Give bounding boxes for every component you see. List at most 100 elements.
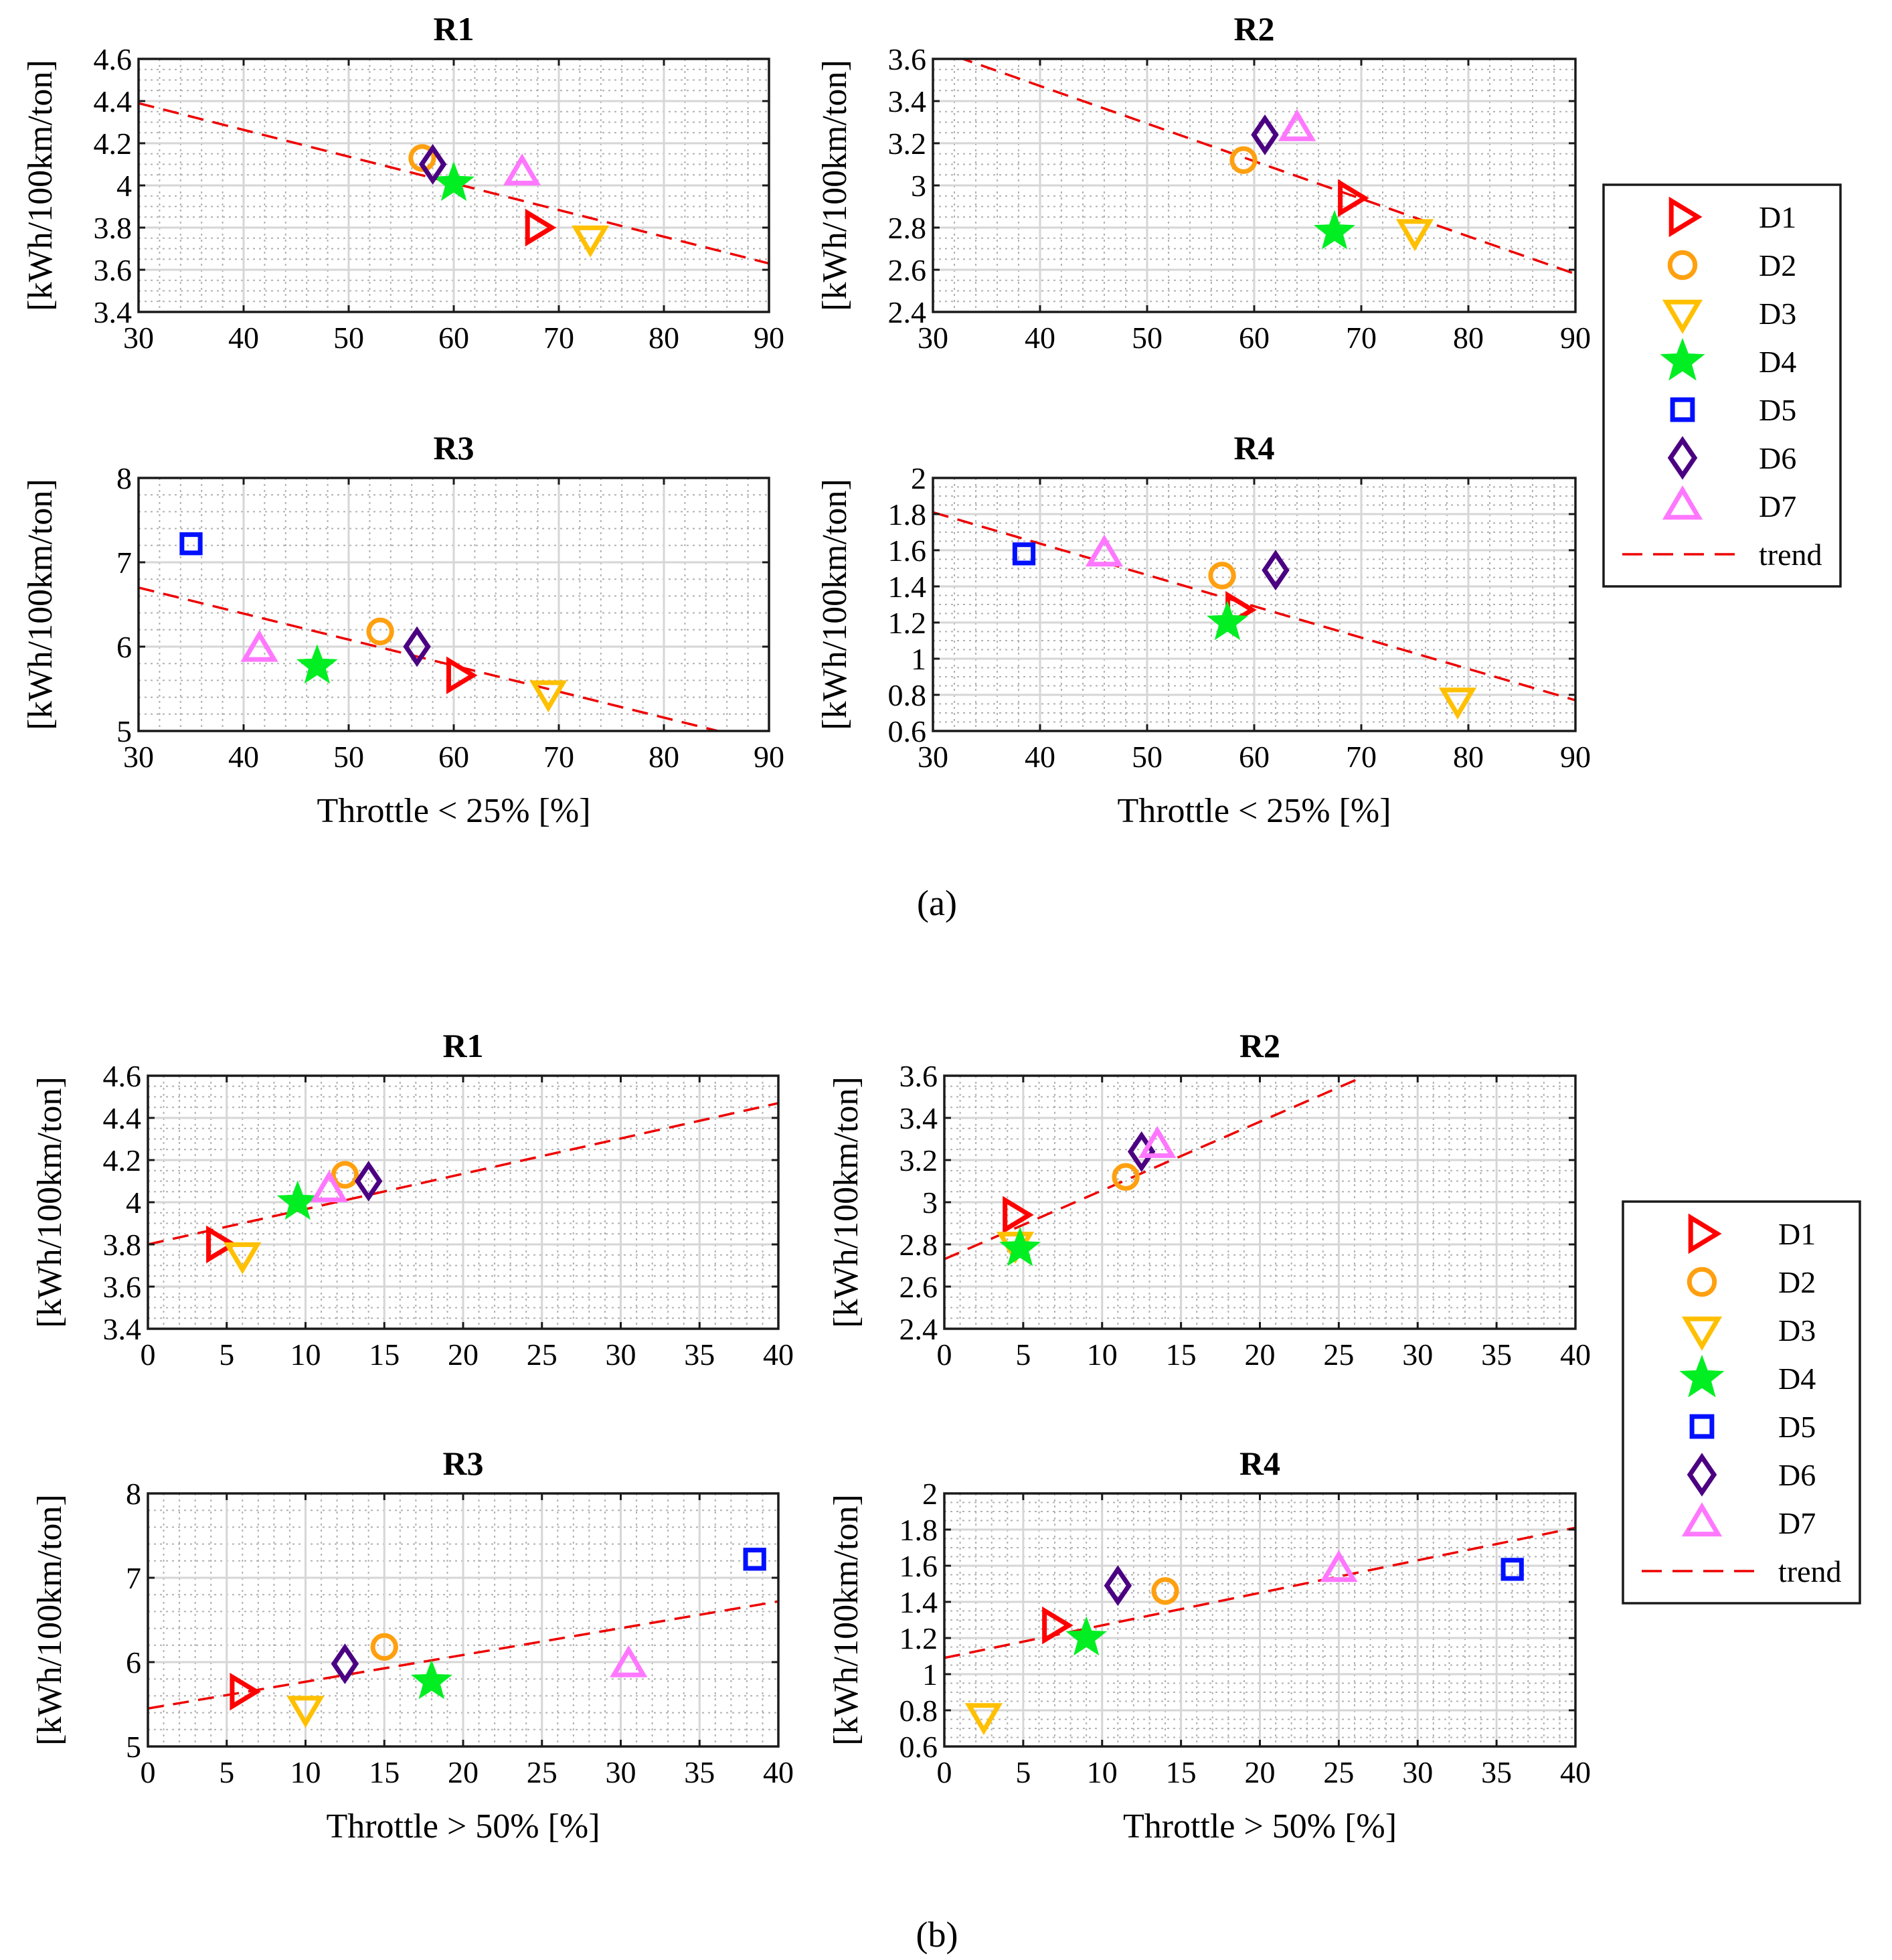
y-tick-label: 1.4 xyxy=(888,570,927,604)
trend-line xyxy=(944,1076,1369,1260)
x-tick-label: 40 xyxy=(1560,1337,1591,1372)
y-tick-label: 4.6 xyxy=(103,1059,142,1093)
legend-b: D1 D2 D3 D4 D5 D6 D7 trend xyxy=(1622,1200,1861,1605)
legend-entry-trend: trend xyxy=(1642,1554,1842,1588)
point-D5 xyxy=(1500,1558,1524,1581)
y-tick-label: 7 xyxy=(116,546,132,580)
point-D3 xyxy=(571,225,610,258)
legend-marker-d1 xyxy=(1688,1213,1722,1254)
x-tick-label: 35 xyxy=(684,1755,715,1789)
point-D2 xyxy=(366,617,394,645)
chart-a-R2: 30 40 50 60 70 80 90 2.4 2.6 2.8 3 3.2 3.4 3.6 R2 [kWh/… xyxy=(816,10,1591,355)
chart-title: R1 xyxy=(442,1027,483,1064)
point-D6 xyxy=(418,144,447,185)
legend-label: D4 xyxy=(1778,1362,1816,1396)
y-tick-label: 2.8 xyxy=(888,211,927,245)
y-tick-label: 3.8 xyxy=(94,211,133,245)
x-tick-label: 5 xyxy=(1015,1337,1031,1372)
point-D7 xyxy=(1278,109,1316,141)
x-tick-label: 30 xyxy=(918,321,948,355)
chart-b-R1: 0 5 10 15 20 25 30 35 40 3.4 3.6 3.8 4 4.2 4.4 4.6 R1 [kW… xyxy=(31,1027,794,1372)
x-tick-label: 10 xyxy=(290,1337,321,1372)
x-tick-label: 90 xyxy=(754,740,784,774)
chart-title: R4 xyxy=(1239,1445,1280,1482)
chart-title: R2 xyxy=(1239,1027,1280,1064)
legend-label: D4 xyxy=(1759,345,1796,379)
x-tick-label: 40 xyxy=(763,1755,794,1789)
y-tick-label: 1 xyxy=(911,642,926,676)
legend-a: D1 D2 D3 D4 D5 D6 D7 trend xyxy=(1602,183,1842,588)
y-axis-label: [kWh/100km/ton] xyxy=(816,479,854,730)
legend-entry-d3: D3 xyxy=(1662,297,1796,334)
y-tick-label: 4 xyxy=(116,169,132,203)
x-tick-label: 35 xyxy=(684,1337,715,1372)
x-tick-label: 40 xyxy=(1025,321,1055,355)
y-tick-label: 0.8 xyxy=(899,1694,938,1728)
x-tick-label: 90 xyxy=(1560,740,1591,774)
x-tick-label: 0 xyxy=(141,1337,156,1372)
legend-label: D5 xyxy=(1778,1410,1816,1444)
y-tick-label: 3.6 xyxy=(899,1059,938,1093)
panel-label-b: (b) xyxy=(916,1914,958,1955)
x-tick-label: 40 xyxy=(228,321,259,355)
legend-label: D6 xyxy=(1759,441,1796,475)
legend-entry-d2: D2 xyxy=(1687,1265,1816,1299)
legend-marker-d2 xyxy=(1667,250,1698,280)
legends: D1 D2 D3 D4 D5 D6 D7 trend D1 D2 D3 D4 D5 D6 D7 trend xyxy=(1602,183,1861,1605)
chart-a-R3: 30 40 50 60 70 80 90 5 6 7 8 R3 [kWh/100km/ton] Throt… xyxy=(21,429,784,830)
y-tick-label: 3.8 xyxy=(103,1228,142,1262)
x-tick-label: 0 xyxy=(141,1755,156,1789)
y-tick-label: 5 xyxy=(116,714,132,748)
y-tick-label: 8 xyxy=(126,1477,141,1511)
point-D4 xyxy=(296,644,338,684)
y-tick-label: 1.2 xyxy=(888,606,927,640)
chart-panels: 30 40 50 60 70 80 903.43.63.844.24.44.6R1[kWh/… xyxy=(21,10,1591,1846)
legend-label: D1 xyxy=(1778,1217,1816,1251)
legend-entry-d7: D7 xyxy=(1681,1502,1816,1540)
legend-marker-d1 xyxy=(1668,196,1703,238)
x-tick-label: 30 xyxy=(1402,1755,1433,1789)
x-tick-label: 90 xyxy=(1560,321,1591,355)
trend-line xyxy=(139,586,723,731)
x-tick-label: 0 xyxy=(937,1755,952,1789)
point-D3 xyxy=(1438,687,1477,720)
y-tick-label: 1.8 xyxy=(888,497,927,532)
legend-label: D2 xyxy=(1778,1265,1816,1299)
x-tick-label: 10 xyxy=(1087,1337,1118,1372)
y-tick-label: 6 xyxy=(116,630,132,664)
trend-line xyxy=(933,511,1575,702)
x-axis-label: Throttle > 50% [%] xyxy=(326,1807,600,1846)
x-tick-label: 30 xyxy=(123,321,154,355)
x-tick-label: 50 xyxy=(333,740,364,774)
point-D4 xyxy=(433,161,475,201)
point-D1 xyxy=(446,656,478,695)
x-tick-label: 10 xyxy=(290,1755,321,1789)
legend-marker-d3 xyxy=(1681,1316,1723,1351)
y-tick-label: 4.4 xyxy=(103,1101,142,1135)
x-tick-label: 20 xyxy=(1245,1337,1276,1372)
y-axis-label: [kWh/100km/ton] xyxy=(816,60,854,311)
point-D5 xyxy=(743,1548,766,1571)
y-tick-label: 2.6 xyxy=(899,1270,938,1304)
x-tick-label: 80 xyxy=(649,321,679,355)
x-tick-label: 70 xyxy=(1346,740,1377,774)
point-D7 xyxy=(503,153,541,185)
x-tick-label: 50 xyxy=(1132,321,1163,355)
y-tick-label: 3 xyxy=(911,169,926,203)
legend-marker-d4 xyxy=(1679,1354,1725,1398)
x-axis-label: Throttle > 50% [%] xyxy=(1123,1807,1397,1846)
point-D4 xyxy=(276,1180,319,1220)
y-tick-label: 4.4 xyxy=(94,84,133,118)
y-tick-label: 3.2 xyxy=(899,1143,938,1177)
y-tick-label: 6 xyxy=(126,1645,141,1680)
x-tick-label: 80 xyxy=(1453,321,1484,355)
y-tick-label: 0.6 xyxy=(899,1730,938,1764)
point-D1 xyxy=(1003,1196,1034,1234)
y-tick-label: 3.6 xyxy=(103,1270,142,1304)
legend-label: trend xyxy=(1778,1554,1842,1588)
y-tick-label: 3.4 xyxy=(94,295,133,329)
x-tick-label: 70 xyxy=(543,321,574,355)
legend-entry-d4: D4 xyxy=(1679,1354,1816,1398)
point-D6 xyxy=(1104,1565,1132,1607)
y-tick-label: 8 xyxy=(116,461,132,495)
